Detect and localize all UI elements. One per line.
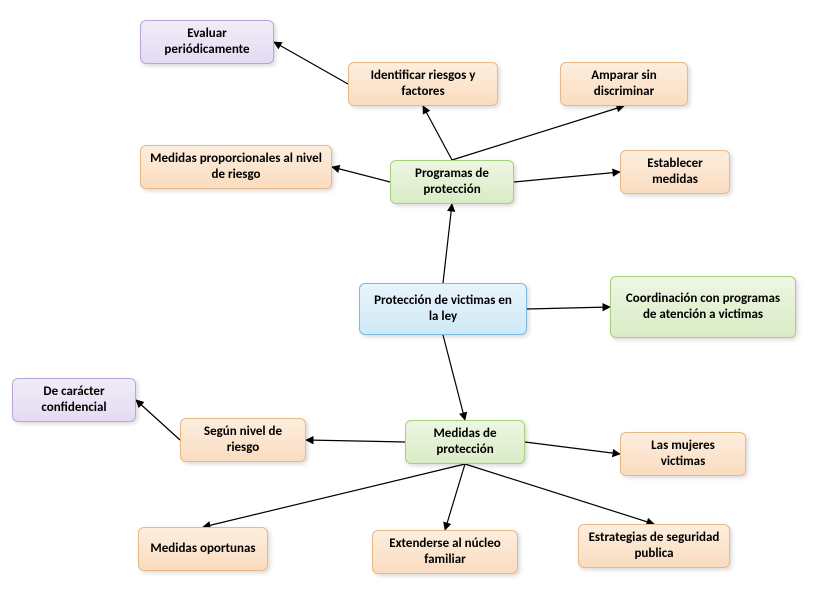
edge-medidas-segun_nivel bbox=[306, 440, 405, 442]
node-label: Estrategias de seguridad publica bbox=[587, 530, 721, 563]
node-label: Medidas proporcionales al nivel de riesg… bbox=[149, 151, 323, 184]
node-label: Las mujeres victimas bbox=[629, 438, 737, 471]
node-label: Evaluar periódicamente bbox=[149, 26, 265, 59]
node-label: Programas de protección bbox=[399, 166, 505, 199]
node-segun_nivel: Según nivel de riesgo bbox=[180, 418, 306, 462]
node-center: Protección de victimas en la ley bbox=[359, 283, 527, 335]
node-label: Medidas de protección bbox=[414, 426, 516, 459]
node-label: Medidas oportunas bbox=[150, 541, 255, 557]
edge-center-coord bbox=[527, 307, 610, 309]
node-label: Establecer medidas bbox=[629, 156, 721, 189]
edge-segun_nivel-de_conf bbox=[136, 400, 180, 440]
node-label: Extenderse al núcleo familiar bbox=[381, 536, 509, 569]
node-medidas: Medidas de protección bbox=[405, 420, 525, 464]
edge-programas-amparar bbox=[452, 106, 624, 160]
node-label: Según nivel de riesgo bbox=[189, 424, 297, 457]
node-label: Coordinación con programas de atención a… bbox=[619, 291, 787, 324]
node-proporcionales: Medidas proporcionales al nivel de riesg… bbox=[140, 145, 332, 189]
edge-identificar-evaluar bbox=[274, 42, 348, 84]
node-de_conf: De carácter confidencial bbox=[12, 378, 136, 422]
node-establecer: Establecer medidas bbox=[620, 150, 730, 194]
edge-center-programas bbox=[443, 204, 452, 283]
edge-medidas-mujeres bbox=[525, 442, 620, 454]
node-label: De carácter confidencial bbox=[21, 384, 127, 417]
node-oportunas: Medidas oportunas bbox=[138, 527, 268, 571]
node-estrategias: Estrategias de seguridad publica bbox=[578, 524, 730, 568]
node-identificar: Identificar riesgos y factores bbox=[348, 62, 498, 106]
node-label: Amparar sin discriminar bbox=[569, 68, 679, 101]
node-amparar: Amparar sin discriminar bbox=[560, 62, 688, 106]
edge-programas-proporcionales bbox=[332, 167, 390, 182]
edge-medidas-extenderse bbox=[445, 464, 465, 530]
edge-programas-identificar bbox=[423, 106, 452, 160]
node-mujeres: Las mujeres victimas bbox=[620, 432, 746, 476]
node-label: Identificar riesgos y factores bbox=[357, 68, 489, 101]
edge-center-medidas bbox=[443, 335, 465, 420]
node-programas: Programas de protección bbox=[390, 160, 514, 204]
node-extenderse: Extenderse al núcleo familiar bbox=[372, 530, 518, 574]
node-evaluar: Evaluar periódicamente bbox=[140, 20, 274, 64]
node-coord: Coordinación con programas de atención a… bbox=[610, 276, 796, 338]
edge-programas-establecer bbox=[514, 172, 620, 182]
edge-medidas-oportunas bbox=[203, 464, 465, 527]
node-label: Protección de victimas en la ley bbox=[368, 293, 518, 326]
